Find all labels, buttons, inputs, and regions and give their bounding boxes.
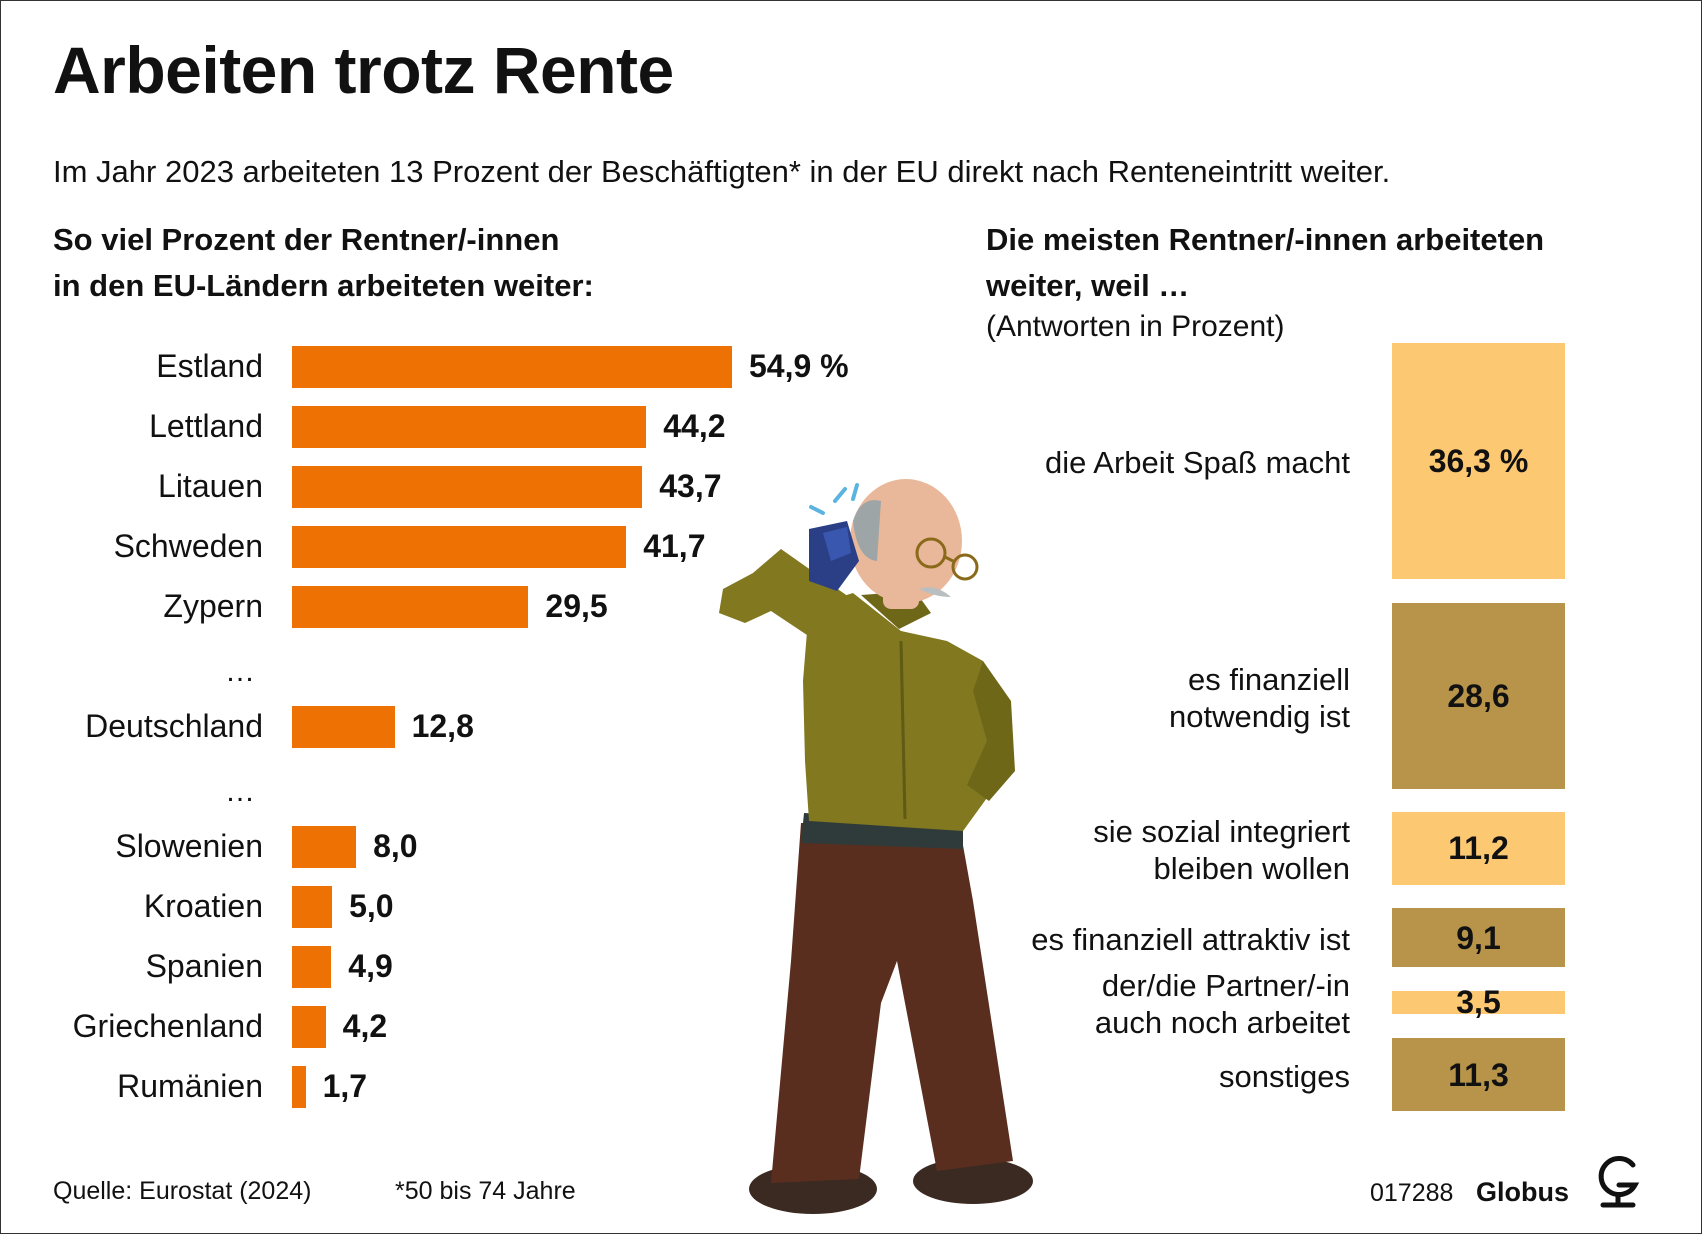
reason-value-label: 11,2 xyxy=(1448,830,1509,867)
ellipsis-separator: … xyxy=(225,775,255,808)
reason-value-label: 11,3 xyxy=(1448,1056,1509,1093)
reason-value-label: 28,6 xyxy=(1447,677,1510,714)
globus-logo-icon xyxy=(1598,1156,1640,1208)
country-label: Spanien xyxy=(145,948,263,984)
reason-label-line: es finanziell attraktiv ist xyxy=(1031,922,1350,958)
country-label: Rumänien xyxy=(117,1068,263,1104)
right-heading-line-1: Die meisten Rentner/-innen arbeiteten xyxy=(986,222,1545,257)
country-bar xyxy=(292,586,529,628)
reason-value-label: 9,1 xyxy=(1456,919,1501,956)
country-value-label: 44,2 xyxy=(663,408,726,444)
country-value-label: 4,9 xyxy=(348,948,393,984)
reason-label-line: sie sozial integriert xyxy=(1093,814,1350,850)
country-bar xyxy=(292,526,627,568)
country-bar xyxy=(292,706,395,748)
left-heading-line-1: So viel Prozent der Rentner/-innen xyxy=(53,222,560,257)
country-label: Litauen xyxy=(158,468,263,504)
reason-bar xyxy=(1392,1038,1565,1112)
reason-label: es finanziell notwendig ist xyxy=(1169,661,1350,735)
reason-label-line: der/die Partner/-in xyxy=(1101,968,1350,1004)
reason-label-line: es finanziell xyxy=(1188,661,1350,697)
reason-value-label: 36,3 % xyxy=(1428,442,1529,479)
reason-label: die Arbeit Spaß macht xyxy=(1045,444,1350,481)
graphic-id: 017288 xyxy=(1370,1179,1454,1207)
country-label: Slowenien xyxy=(115,828,263,864)
left-chart-heading: So viel Prozent der Rentner/-innen in de… xyxy=(53,217,594,309)
country-value-label: 4,2 xyxy=(342,1008,388,1044)
country-label: Schweden xyxy=(113,528,263,564)
reason-label: der/die Partner/-in auch noch arbeitet xyxy=(1095,967,1350,1041)
country-value-label: 29,5 xyxy=(545,588,608,624)
country-bar xyxy=(292,826,357,868)
country-bar xyxy=(292,406,647,448)
reason-label: es finanziell attraktiv ist xyxy=(1031,921,1350,958)
reason-label-line: notwendig ist xyxy=(1169,698,1350,734)
country-value-label: 54,9 % xyxy=(749,348,849,384)
country-value-label: 8,0 xyxy=(373,828,418,864)
country-label: Deutschland xyxy=(85,708,263,744)
country-value-label: 41,7 xyxy=(643,528,706,564)
country-label: Kroatien xyxy=(143,888,263,924)
country-value-label: 12,8 xyxy=(411,708,474,744)
reason-bar xyxy=(1392,603,1565,789)
right-heading-line-2: weiter, weil … xyxy=(986,268,1190,303)
country-bar xyxy=(292,946,332,988)
country-value-label: 5,0 xyxy=(349,888,394,924)
reason-label-line: sonstiges xyxy=(1219,1059,1350,1095)
reason-bar xyxy=(1392,812,1565,885)
country-bar xyxy=(292,346,732,388)
right-chart-note: (Antworten in Prozent) xyxy=(986,310,1285,343)
reason-bar xyxy=(1392,991,1565,1014)
country-bar xyxy=(292,1066,306,1108)
reason-value-label: 3,5 xyxy=(1456,984,1501,1021)
country-label: Griechenland xyxy=(72,1008,263,1044)
reason-label-line: auch noch arbeitet xyxy=(1094,1005,1350,1041)
page-title: Arbeiten trotz Rente xyxy=(53,33,674,107)
brand-name: Globus xyxy=(1476,1177,1569,1207)
country-label: Estland xyxy=(156,348,263,384)
country-bar xyxy=(292,466,643,508)
country-bar xyxy=(292,1006,326,1048)
subtitle: Im Jahr 2023 arbeiteten 13 Prozent der B… xyxy=(53,154,1391,189)
country-label: Lettland xyxy=(149,408,263,444)
reason-label: sie sozial integriert bleiben wollen xyxy=(1093,813,1350,887)
source-note: Quelle: Eurostat (2024) xyxy=(53,1177,312,1205)
country-label: Zypern xyxy=(163,588,263,624)
right-chart-heading: Die meisten Rentner/-innen arbeiteten we… xyxy=(986,217,1544,309)
reason-label-line: bleiben wollen xyxy=(1153,851,1350,887)
reason-label-line: die Arbeit Spaß macht xyxy=(1045,445,1350,481)
country-value-label: 1,7 xyxy=(322,1068,368,1104)
left-heading-line-2: in den EU-Ländern arbeiteten weiter: xyxy=(53,268,594,303)
reason-bar xyxy=(1392,343,1565,579)
country-value-label: 43,7 xyxy=(659,468,722,504)
reason-bar xyxy=(1392,908,1565,968)
reason-label: sonstiges xyxy=(1219,1058,1350,1095)
country-bar xyxy=(292,886,333,928)
ellipsis-separator: … xyxy=(225,655,255,688)
age-footnote: *50 bis 74 Jahre xyxy=(395,1177,576,1205)
